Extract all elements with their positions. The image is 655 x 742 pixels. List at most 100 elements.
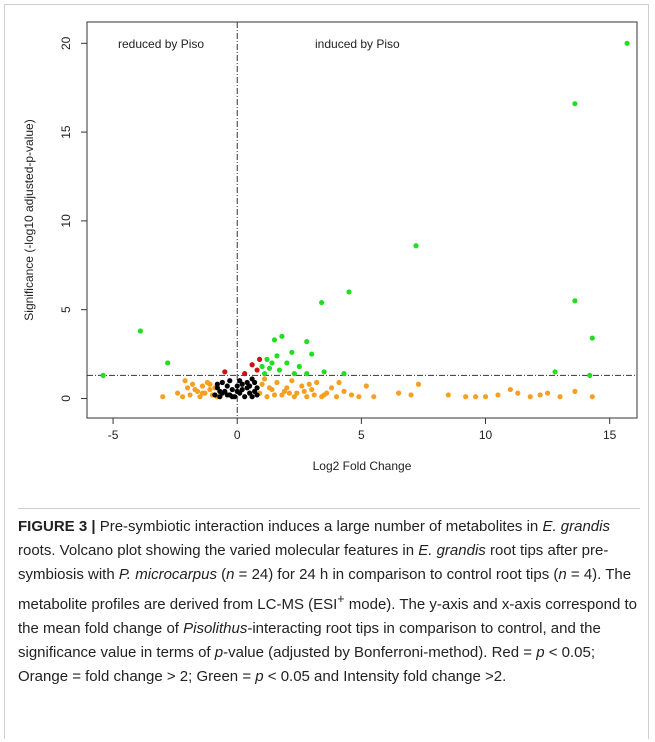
data-point [187,392,193,398]
caption-text: mode). The y-axis and x-axis correspond … [18,596,637,637]
data-point [160,394,166,400]
data-point [189,381,196,387]
data-point [341,388,347,394]
x-tick-label: 10 [479,428,493,442]
y-tick-label: 10 [59,214,73,228]
data-point [256,356,263,362]
data-point [184,385,191,391]
caption-italic: n [226,566,235,583]
data-point [212,392,218,398]
data-point [356,394,362,400]
data-point [545,390,551,396]
data-point [557,394,563,400]
x-axis-label: Log2 Fold Change [313,459,412,473]
caption-italic: E. grandis [418,542,486,559]
annotation: reduced by Piso [118,37,204,51]
data-point [291,371,297,377]
data-point [252,379,258,386]
y-tick-label: 15 [59,125,73,139]
data-point [217,388,223,394]
data-point [239,386,245,393]
data-point [199,390,206,396]
data-point [624,40,630,46]
data-point [137,328,143,334]
data-point [219,379,225,386]
data-point [234,383,240,389]
data-point [242,394,248,400]
data-point [289,349,295,355]
data-point [182,378,188,384]
data-point [304,394,310,400]
data-point [224,383,230,389]
data-point [227,378,233,384]
data-point [473,394,479,400]
caption-text: -interacting root tips in comparison to … [18,620,601,661]
data-point [279,333,285,339]
data-point [572,298,578,304]
data-point [276,367,283,373]
data-point [396,390,402,396]
data-point [269,360,275,366]
data-point [572,388,578,394]
data-point [348,392,355,398]
data-point [264,356,270,362]
x-tick-label: 0 [234,428,241,442]
data-point [259,363,265,370]
data-point [271,392,278,398]
data-point [259,381,265,387]
data-point [589,394,595,400]
data-point [247,383,253,389]
data-point [254,385,260,391]
data-point [286,390,292,396]
data-point [249,394,255,400]
data-point [415,381,422,387]
data-point [229,386,235,393]
data-point [589,335,595,341]
data-point [321,369,327,375]
caption: FIGURE 3 | Pre-symbiotic interaction ind… [18,508,640,689]
data-point [249,362,255,368]
data-point [296,363,302,370]
data-point [463,394,469,400]
caption-italic: E. grandis [542,518,610,535]
data-point [363,383,369,389]
data-point [254,367,260,373]
data-point [237,378,243,384]
data-point [341,371,347,377]
data-point [284,360,290,366]
data-point [328,385,335,391]
plot-box [86,21,638,419]
data-point [304,339,310,345]
data-point [207,386,213,393]
y-tick-label: 5 [59,306,73,313]
caption-italic: P. microcarpus [118,566,217,583]
data-point [274,353,280,359]
data-point [408,392,414,398]
data-point [336,379,342,386]
data-point [306,381,312,387]
data-point [179,394,186,400]
data-point [319,394,325,400]
data-point [165,360,171,366]
caption-text: ( [216,566,227,583]
data-point [299,383,305,389]
data-point [207,381,213,387]
data-point [214,381,220,387]
data-point [346,289,352,295]
caption-superscript: + [337,592,345,606]
data-point [304,371,310,377]
data-point [100,372,106,378]
caption-text: roots. Volcano plot showing the varied m… [18,542,419,559]
caption-text: Pre-symbiotic interaction induces a larg… [95,518,543,535]
caption-italic: p [536,644,545,661]
data-point [482,394,489,400]
caption-text: -value (adjusted by Bonferroni-method). … [223,644,537,661]
data-point [264,394,270,400]
caption-text: root tips after pre-symbiosis with [18,542,609,583]
y-tick-label: 20 [59,36,73,50]
y-tick-label: 0 [59,395,73,402]
data-point [281,388,288,394]
data-point [371,394,377,400]
data-point [192,386,198,393]
caption-text: = 4). The metabolite profiles are derive… [18,566,632,613]
